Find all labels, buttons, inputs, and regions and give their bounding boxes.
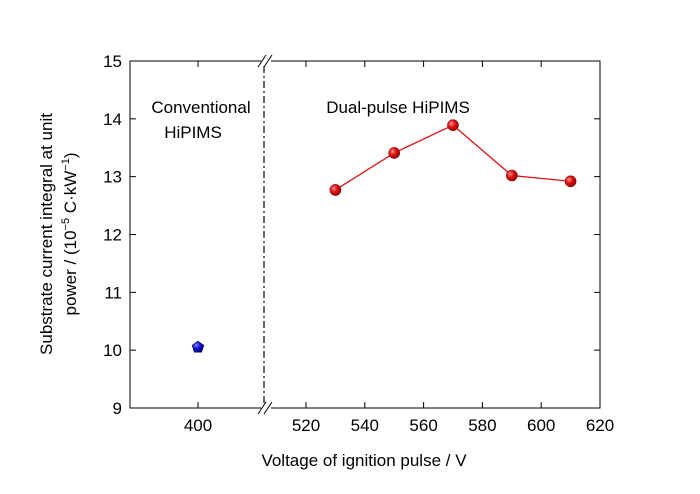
series-line-dual-pulse [335, 124, 571, 191]
axis-break-marks-top [257, 54, 273, 68]
y-tick-label: 12 [103, 226, 122, 245]
y-tick-label: 10 [103, 341, 122, 360]
y-axis-title-line2-mid: C·kW [61, 171, 80, 218]
y-axis-title-line2: power / (10−5 C·kW−1) [60, 152, 80, 315]
data-point-dual-pulse [447, 119, 459, 131]
annotation-dual-pulse: Dual-pulse HiPIMS [326, 98, 470, 117]
x-tick-label: 540 [351, 416, 379, 435]
x-tick-label: 400 [184, 416, 212, 435]
data-point-dual-pulse [564, 175, 577, 188]
y-axis-title-sup2: −1 [60, 158, 72, 171]
annotation-conventional-line2: HiPIMS [164, 123, 222, 142]
y-tick-label: 9 [113, 399, 122, 418]
y-tick-label: 13 [103, 168, 122, 187]
x-tick-label: 560 [409, 416, 437, 435]
data-point-conventional [191, 340, 205, 353]
y-axis-title-sup1: −5 [60, 218, 72, 231]
x-tick-label: 580 [468, 416, 496, 435]
x-tick-label: 620 [586, 416, 614, 435]
x-axis-title: Voltage of ignition pulse / V [261, 451, 467, 470]
y-axis-title: Substrate current integral at unit power… [37, 113, 80, 355]
x-axis-ticks: 400 520 540 560 580 600 620 [184, 61, 614, 435]
y-tick-label: 11 [104, 283, 122, 302]
y-axis-title-line2-post: ) [61, 152, 80, 158]
y-axis-ticks: 9 10 11 12 13 14 15 [103, 52, 600, 418]
annotation-conventional-line1: Conventional [151, 98, 250, 117]
y-tick-label: 15 [103, 52, 122, 71]
axis-break-gap-top [261, 56, 271, 66]
axis-break-marks-bottom [257, 401, 273, 415]
x-tick-label: 520 [292, 416, 320, 435]
data-point-dual-pulse [388, 147, 401, 159]
data-point-dual-pulse [505, 169, 518, 182]
y-axis-title-line2-pre: power / (10 [61, 230, 80, 315]
x-tick-label: 600 [527, 416, 555, 435]
y-tick-label: 14 [103, 110, 122, 129]
data-point-dual-pulse [329, 184, 342, 196]
data-series [191, 119, 577, 353]
y-axis-title-line1: Substrate current integral at unit [37, 113, 56, 355]
axis-break-gap-bottom [261, 403, 271, 413]
